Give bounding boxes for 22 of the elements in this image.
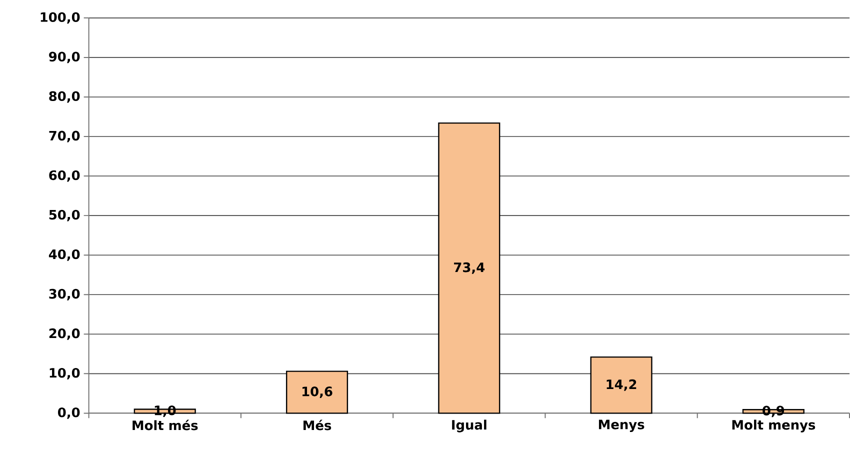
y-tick-label: 40,0	[48, 249, 80, 261]
data-label: 73,4	[454, 262, 485, 274]
y-tick-label: 70,0	[49, 130, 80, 142]
y-tick-label: 80,0	[49, 91, 80, 103]
data-label: 14,2	[606, 379, 636, 391]
y-tick-label: 50,0	[49, 210, 80, 222]
y-tick-label: 0,0	[58, 407, 80, 419]
y-tick-label: 90,0	[49, 52, 80, 64]
data-label: 10,6	[302, 386, 332, 398]
x-tick-label: Igual	[452, 420, 486, 432]
x-tick-label: Molt menys	[732, 420, 816, 432]
bar	[438, 122, 500, 414]
y-tick-label: 60,0	[49, 170, 80, 182]
y-tick-label: 10,0	[50, 368, 80, 380]
x-tick-label: Més	[304, 420, 332, 430]
x-tick-label: Menys	[598, 420, 644, 432]
x-tick-label: Molt més	[132, 420, 198, 430]
bar	[286, 370, 348, 414]
bar	[590, 356, 652, 414]
y-tick-label: 20,0	[49, 328, 80, 340]
y-tick-label: 100,0	[40, 12, 80, 24]
y-tick-label: 30,0	[49, 288, 80, 300]
